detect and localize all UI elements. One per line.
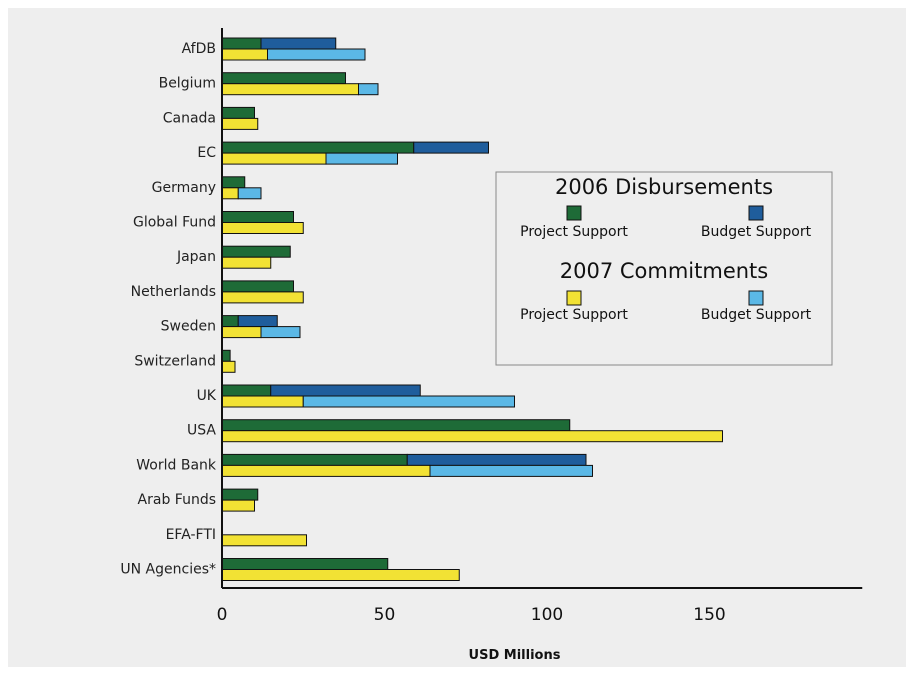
category-label-world-bank: World Bank: [136, 457, 217, 473]
category-label-belgium: Belgium: [159, 76, 216, 92]
bar-sweden-comm-budget: [260, 326, 301, 339]
bar-canada-comm-project: [221, 117, 259, 130]
bar-netherlands-comm-project: [221, 291, 304, 304]
bar-global-fund-comm-project: [221, 222, 304, 234]
bar-arab-funds-comm-project: [221, 499, 255, 512]
bar-germany-comm-budget: [237, 187, 262, 200]
legend-title-commitments: 2007 Commitments: [560, 259, 768, 283]
category-label-usa: USA: [187, 423, 216, 439]
category-label-uk: UK: [197, 388, 217, 404]
bar-belgium-comm-budget: [358, 83, 379, 96]
bar-world-bank-disb-budget: [406, 453, 587, 466]
bar-chart: AfDB Belgium Canada EC Germany Global Fund Jap…: [120, 28, 863, 663]
bar-ec-disb-budget: [413, 141, 489, 154]
bar-ec-disb-project: [221, 141, 415, 154]
legend-swatch-commitment-project: [566, 290, 582, 306]
bar-switzerland-comm-project: [221, 360, 236, 373]
bar-uk-comm-project: [221, 395, 304, 408]
legend-swatch-disbursement-project: [566, 205, 582, 221]
bar-canada-disb-project: [221, 106, 255, 119]
legend-swatch-disbursement-budget: [748, 205, 764, 221]
bar-afdb-comm-budget: [267, 48, 366, 61]
legend-title-disbursements: 2006 Disbursements: [555, 175, 773, 199]
legend-swatch-commitment-budget: [748, 290, 764, 306]
legend-box: [495, 171, 833, 366]
legend-label-disbursement-project: Project Support: [520, 224, 628, 240]
bar-afdb-comm-project: [221, 48, 268, 61]
category-label-arab-funds: Arab Funds: [138, 492, 216, 508]
x-ticks: 0 50 100 150: [217, 605, 726, 625]
chart-panel: AfDB Belgium Canada EC Germany Global Fund Jap…: [8, 8, 906, 667]
legend: 2006 Disbursements Project Support Budge…: [495, 171, 833, 366]
bar-netherlands-disb-project: [221, 280, 294, 293]
category-label-canada: Canada: [163, 110, 216, 126]
bar-ec-comm-budget: [325, 152, 398, 165]
category-label-efa-fti: EFA-FTI: [166, 527, 216, 543]
bar-sweden-comm-project: [221, 326, 262, 339]
category-labels: AfDB Belgium Canada EC Germany Global Fund Jap…: [120, 41, 217, 578]
bar-uk-comm-budget: [302, 395, 515, 408]
bar-ec-comm-project: [221, 152, 327, 165]
category-label-afdb: AfDB: [182, 41, 216, 57]
category-label-netherlands: Netherlands: [131, 284, 216, 300]
bar-japan-disb-project: [221, 245, 291, 258]
bar-belgium-comm-project: [221, 83, 359, 96]
bar-usa-disb-project: [221, 419, 571, 432]
bar-germany-comm-project: [221, 187, 239, 200]
legend-label-disbursement-budget: Budget Support: [701, 224, 812, 240]
bar-afdb-disb-project: [221, 37, 262, 50]
category-label-switzerland: Switzerland: [134, 353, 216, 369]
bar-un-agencies-disb-project: [221, 558, 389, 570]
category-label-global-fund: Global Fund: [133, 215, 216, 231]
x-tick-label-0: 0: [217, 605, 228, 625]
x-axis-title: USD Millions: [469, 648, 561, 663]
bar-switzerland-disb-project: [221, 349, 231, 362]
bar-arab-funds-disb-project: [221, 488, 259, 501]
category-label-sweden: Sweden: [161, 319, 216, 335]
x-tick-label-50: 50: [374, 605, 396, 625]
legend-label-commitment-budget: Budget Support: [701, 307, 812, 323]
category-label-un-agencies: UN Agencies*: [120, 562, 216, 578]
bar-sweden-disb-project: [221, 315, 239, 328]
legend-label-commitment-project: Project Support: [520, 307, 628, 323]
bar-uk-disb-project: [221, 384, 272, 397]
category-label-germany: Germany: [152, 180, 216, 196]
bar-sweden-disb-budget: [237, 315, 278, 328]
bar-global-fund-disb-project: [221, 211, 294, 223]
bar-world-bank-disb-project: [221, 453, 408, 466]
bar-uk-disb-budget: [270, 384, 421, 397]
bar-world-bank-comm-budget: [429, 464, 593, 477]
bar-world-bank-comm-project: [221, 464, 431, 477]
bar-un-agencies-comm-project: [221, 569, 460, 581]
x-tick-label-150: 150: [693, 605, 725, 625]
category-label-ec: EC: [197, 145, 216, 161]
bar-afdb-disb-budget: [260, 37, 337, 50]
bars-layer: [221, 37, 723, 581]
bar-efa-fti-comm-project: [221, 534, 307, 547]
category-label-japan: Japan: [176, 249, 216, 265]
bar-japan-comm-project: [221, 256, 272, 269]
x-tick-label-100: 100: [531, 605, 563, 625]
bar-germany-disb-project: [221, 176, 246, 189]
bar-usa-comm-project: [221, 430, 723, 443]
bar-belgium-disb-project: [221, 72, 346, 85]
